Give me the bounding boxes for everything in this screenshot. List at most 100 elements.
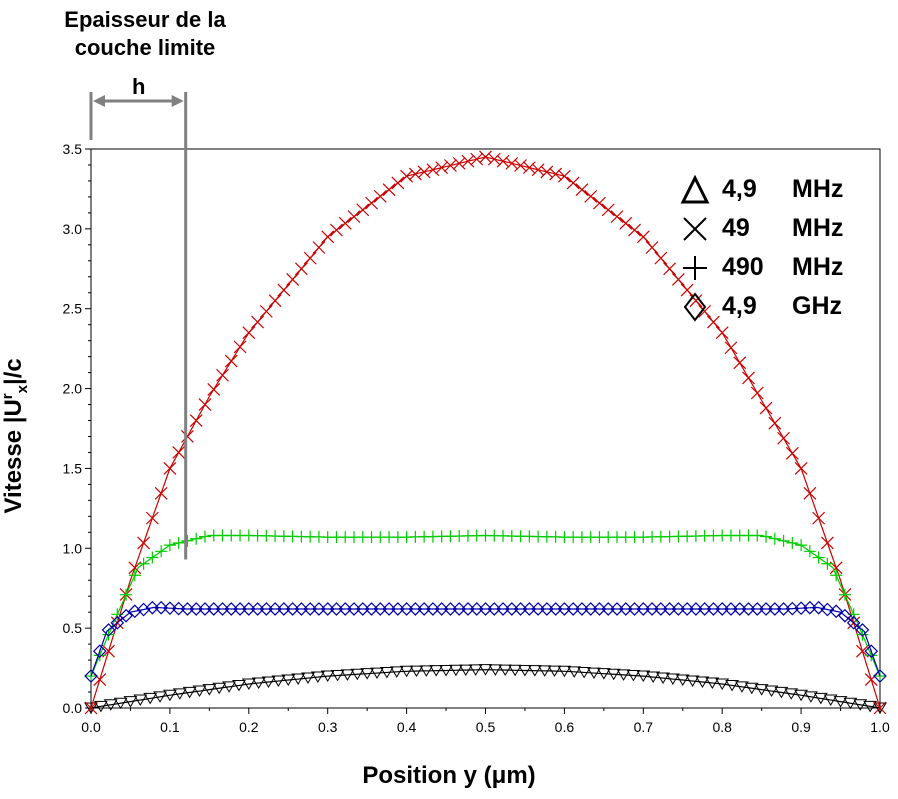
data-point — [222, 681, 236, 693]
data-point — [754, 684, 769, 696]
x-tick-label: 0.4 — [397, 719, 417, 735]
arrow-right-head — [171, 95, 184, 107]
data-point — [566, 176, 580, 190]
data-point — [518, 664, 532, 677]
data-point — [760, 530, 773, 543]
data-point — [777, 534, 790, 547]
data-point — [864, 644, 879, 659]
data-point — [744, 682, 759, 695]
data-point — [444, 159, 457, 172]
data-point — [146, 551, 159, 564]
data-point — [181, 430, 194, 443]
data-point — [705, 677, 720, 690]
data-point — [172, 688, 187, 700]
data-point — [429, 665, 444, 677]
y-axis-label-sub: x — [13, 385, 31, 394]
data-point — [628, 223, 641, 237]
data-point — [84, 669, 98, 683]
data-point — [698, 304, 712, 318]
data-point — [242, 326, 256, 340]
data-point — [715, 326, 729, 340]
data-point — [479, 150, 492, 164]
data-point — [198, 398, 212, 411]
data-point — [182, 686, 197, 699]
y-axis-label-main: Vitesse |U — [0, 399, 28, 514]
data-point — [619, 216, 633, 230]
x-tick-label: 0.6 — [555, 719, 575, 735]
data-point — [784, 688, 799, 700]
data-point — [155, 545, 168, 558]
data-point — [666, 673, 680, 686]
data-point — [811, 600, 826, 615]
legend-item-4-9-mhz: 4,9 MHz — [680, 170, 843, 209]
data-point — [577, 666, 592, 679]
plot-axes: 0.0 0.1 0.2 0.3 0.4 0.5 0.6 0.7 0.8 0.9 1.0 0.0 0.5 1… — [63, 141, 890, 735]
data-point — [663, 262, 677, 276]
data-point — [143, 692, 158, 705]
data-point — [636, 230, 650, 244]
data-point — [119, 608, 133, 623]
data-point — [261, 676, 276, 689]
data-point — [838, 608, 852, 623]
x-tick-label: 0.3 — [318, 719, 338, 735]
data-point — [795, 539, 808, 552]
data-point — [365, 196, 378, 210]
x-tick-label: 0.7 — [634, 719, 654, 735]
data-point — [408, 167, 422, 181]
series-line — [90, 534, 881, 677]
data-point — [190, 532, 203, 545]
data-point — [527, 665, 542, 677]
data-point — [786, 536, 799, 549]
data-point — [785, 446, 799, 460]
data-point — [794, 462, 808, 475]
data-point — [181, 534, 194, 547]
data-point — [321, 230, 335, 244]
data-point — [101, 623, 116, 637]
series-line — [90, 606, 881, 677]
y-axis-label-sup: r — [0, 393, 17, 400]
data-point — [498, 664, 513, 677]
data-point — [820, 602, 835, 617]
data-point — [470, 152, 484, 166]
boundary-layer-annotation — [89, 92, 188, 560]
data-point — [461, 154, 475, 168]
boundary-layer-title-line2: couche limite — [74, 35, 216, 60]
data-point — [84, 702, 98, 714]
data-point — [198, 530, 211, 543]
data-point — [656, 672, 670, 685]
data-point — [557, 169, 571, 183]
data-point — [452, 156, 466, 170]
data-point — [232, 679, 246, 692]
data-point — [330, 223, 343, 237]
data-point — [654, 251, 668, 265]
legend-unit: GHz — [792, 292, 842, 320]
data-point — [347, 210, 361, 224]
data-point — [557, 665, 572, 678]
data-point — [92, 644, 107, 659]
data-point — [751, 529, 764, 542]
data-point — [596, 668, 611, 680]
y-tick-label: 3.5 — [63, 141, 83, 157]
data-point — [123, 696, 138, 708]
data-point — [645, 241, 659, 254]
data-point — [742, 371, 755, 385]
data-point — [547, 665, 562, 678]
data-point — [281, 674, 296, 687]
data-point — [310, 671, 325, 684]
legend-unit: MHz — [792, 175, 844, 203]
data-point — [820, 536, 834, 550]
data-point — [759, 401, 773, 415]
data-point — [120, 588, 133, 601]
data-point — [113, 697, 128, 710]
data-point — [768, 532, 781, 545]
data-point — [671, 273, 685, 286]
data-point — [127, 604, 142, 619]
data-point — [610, 210, 624, 224]
data-point — [616, 669, 631, 681]
data-point — [549, 167, 563, 181]
x-tick-label: 0.1 — [160, 719, 180, 735]
data-point — [514, 159, 527, 172]
x-tick-label: 0.8 — [712, 719, 732, 735]
data-point — [838, 588, 851, 601]
